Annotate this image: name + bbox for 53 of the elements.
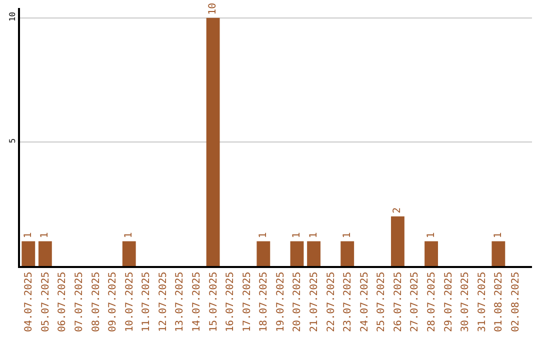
x-tick-label: 25.07.2025: [376, 272, 388, 332]
x-tick-label: 10.07.2025: [124, 272, 136, 332]
bar: [307, 241, 320, 266]
x-tick-label: 11.07.2025: [141, 272, 152, 332]
x-tick-label: 16.07.2025: [225, 272, 236, 332]
x-tick-label: 14.07.2025: [192, 272, 203, 332]
x-tick-label: 30.07.2025: [460, 272, 472, 332]
data-label: 1: [426, 232, 437, 238]
bar: [340, 241, 354, 266]
bar: [492, 241, 506, 266]
data-label: 1: [342, 232, 353, 238]
data-label: 1: [291, 232, 302, 238]
bar: [38, 241, 52, 266]
x-tick-label: 07.07.2025: [74, 272, 85, 332]
bar: [424, 241, 438, 266]
x-tick-label: 18.07.2025: [258, 272, 270, 332]
x-tick-label: 08.07.2025: [90, 272, 102, 332]
x-tick-label: 02.08.2025: [510, 272, 522, 332]
bar: [206, 18, 220, 266]
x-tick-label: 04.07.2025: [24, 272, 35, 332]
x-tick-label: 01.08.2025: [494, 272, 505, 332]
x-tick-label: 27.07.2025: [410, 272, 421, 332]
data-label: 10: [208, 2, 219, 15]
data-label: 1: [308, 232, 320, 238]
x-tick-label: 09.07.2025: [108, 272, 119, 332]
bar: [256, 241, 270, 266]
x-tick-label: 19.07.2025: [275, 272, 286, 332]
x-tick-label: 17.07.2025: [242, 272, 253, 332]
bar: [390, 216, 404, 266]
bar: [290, 241, 304, 266]
data-label: 1: [124, 232, 135, 238]
bar: [22, 241, 36, 266]
x-tick-label: 28.07.2025: [426, 272, 438, 332]
x-tick-label: 13.07.2025: [174, 272, 186, 332]
x-tick-label: 22.07.2025: [326, 272, 337, 332]
x-tick-label: 05.07.2025: [40, 272, 52, 332]
data-label: 1: [40, 232, 51, 238]
data-label: 2: [392, 207, 404, 214]
x-tick-label: 15.07.2025: [208, 272, 220, 332]
x-tick-label: 31.07.2025: [476, 272, 488, 332]
data-label: 1: [492, 232, 504, 238]
data-label: 1: [22, 232, 34, 238]
x-tick-label: 26.07.2025: [392, 272, 404, 332]
x-tick-label: 23.07.2025: [342, 272, 354, 332]
y-tick-label: 5: [8, 138, 18, 144]
x-tick-label: 29.07.2025: [443, 272, 454, 332]
x-tick-label: 24.07.2025: [359, 272, 370, 332]
x-tick-label: 12.07.2025: [158, 272, 169, 332]
x-tick-label: 06.07.2025: [57, 272, 68, 332]
x-tick-label: 20.07.2025: [292, 272, 304, 332]
x-tick-label: 21.07.2025: [309, 272, 320, 332]
data-label: 1: [258, 232, 269, 238]
bar: [122, 241, 136, 266]
